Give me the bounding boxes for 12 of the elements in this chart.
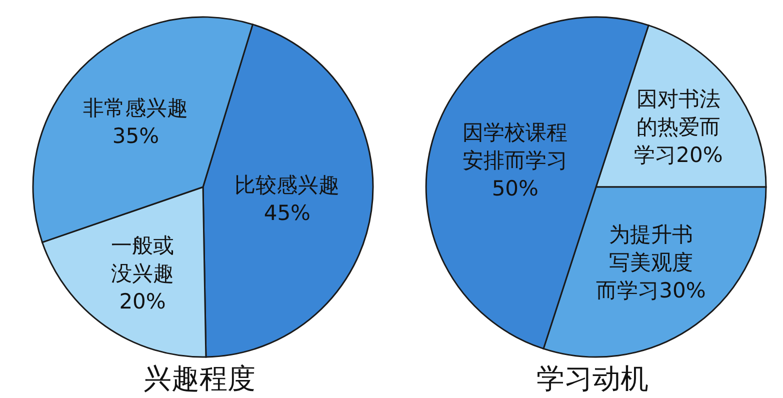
text: 学习动机 <box>536 361 650 397</box>
slice-label: 比较感兴趣 <box>234 172 340 197</box>
slice-label: 因学校课程安排而学习 <box>462 120 568 173</box>
slice-label: 非常感兴趣 <box>83 96 188 120</box>
data-label: 20% <box>119 289 166 314</box>
text: 兴趣程度 <box>142 361 256 397</box>
slice-label: 为提升书写美观度而学习30% <box>596 222 706 303</box>
data-label: 50% <box>492 176 539 201</box>
data-label: 45% <box>264 200 311 225</box>
data-label: 35% <box>112 124 160 148</box>
slice-label: 因对书法的热爱而学习20% <box>634 87 723 168</box>
slice-label: 一般或没兴趣 <box>111 233 174 286</box>
